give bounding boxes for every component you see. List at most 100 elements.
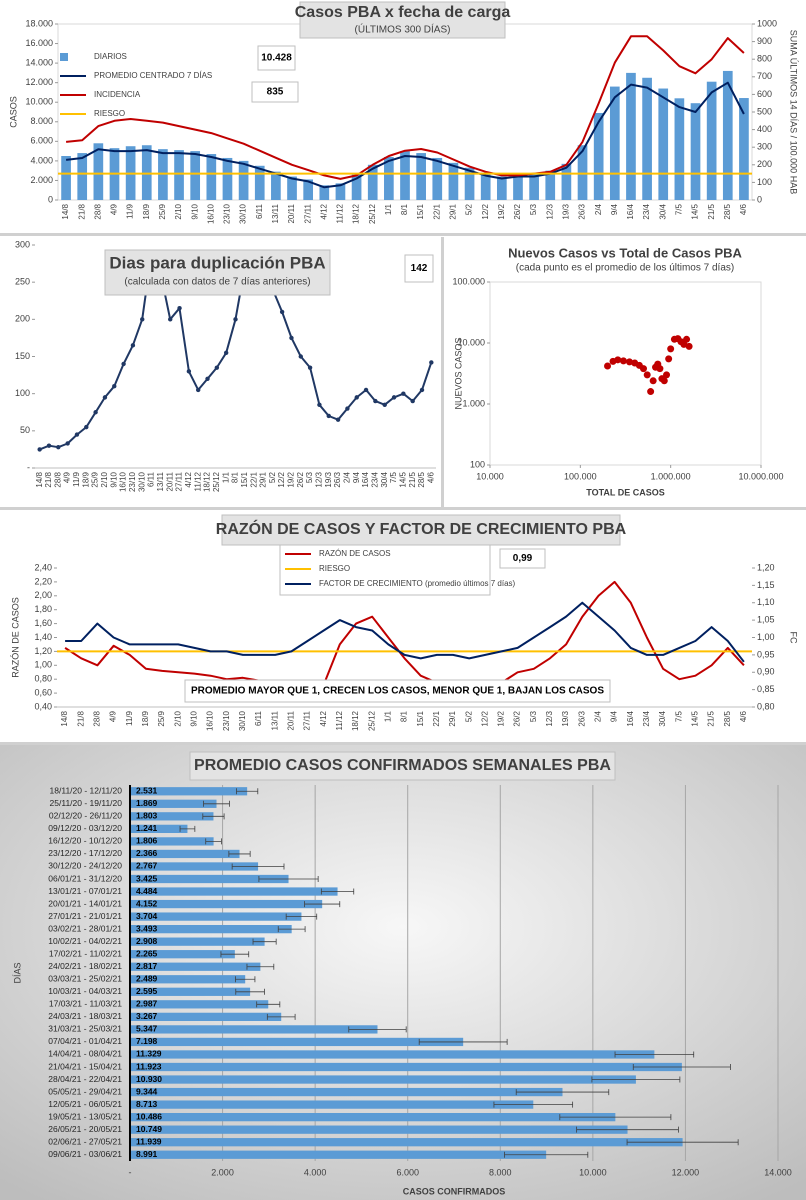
bar [496,176,507,200]
bar [545,170,556,200]
x-tick-label: 29/1 [448,710,457,726]
bar [706,81,717,200]
point [639,365,647,373]
bar [739,98,749,200]
y-tick-label: 0,60 [34,687,52,697]
value-label: 2.265 [136,948,158,958]
x-tick-label: 18/12 [203,471,212,492]
error-bar [228,850,251,857]
bar [130,849,240,859]
x-tick-label: 22/1 [432,203,441,219]
bar [130,924,292,934]
value-label: 10.486 [136,1111,162,1121]
point [168,317,173,322]
annotation-box [257,45,296,71]
y-tick-label: 200 [757,159,772,169]
x-tick-label: 1/1 [221,471,230,483]
value-label: 9.344 [136,1086,158,1096]
x-tick-label: 10.000 [579,1167,607,1177]
y-tick-label: 0,90 [757,667,775,677]
point [46,443,52,448]
annotation-box [404,254,434,283]
x-tick-label: 26/3 [578,203,587,219]
x-tick-label: 14/8 [60,710,69,726]
x-tick-label: 22/1 [432,710,441,726]
point [233,317,238,322]
title-box [104,249,331,296]
x-tick-label: 10.000 [476,471,504,481]
series-line [64,580,745,695]
x-tick-label: 27/11 [303,203,312,223]
y-tick-label: 1,80 [34,604,52,614]
bar [130,912,302,921]
error-bar [304,901,341,908]
value-label: 10.749 [136,1124,162,1134]
x-tick-label: 20/11 [287,203,296,223]
error-bar [246,963,275,970]
point [56,444,61,450]
x-tick-label: 16/10 [206,203,215,224]
error-bar [504,1151,589,1158]
bar [480,172,491,200]
annotation-box [499,548,546,569]
x-tick-label: 11/12 [193,471,202,491]
x-tick-label: 12.000 [672,1167,700,1177]
x-tick-label: 2/10 [174,203,183,219]
annotation-box [251,81,299,103]
x-tick-label: 6.000 [396,1167,419,1177]
value-label: 1.869 [136,798,158,808]
value-label: 8.713 [136,1099,158,1109]
point [363,387,369,393]
error-bar [626,1139,739,1146]
x-tick-label: 19/2 [287,471,296,487]
bar [174,150,184,200]
value-label: 1.241 [136,823,158,833]
x-tick-label: 4/9 [63,471,72,483]
y-axis-label: DÍAS [12,962,22,983]
bar [609,86,620,200]
error-bar [632,1064,731,1070]
x-tick-label: 2/10 [173,710,182,726]
x-tick-label: 6/11 [147,471,156,487]
bar [130,975,246,984]
value-label: 1.806 [136,836,158,846]
legend-label: DIARIOS [94,52,127,61]
y-tick-label: 07/04/21 - 01/04/21 [48,1036,122,1046]
x-tick-label: 28/8 [93,203,102,219]
legend-label: RIESGO [94,109,125,118]
point [614,356,622,364]
legend-label: PROMEDIO CENTRADO 7 DÍAS [94,71,212,80]
y-tick-label: 100.000 [452,276,485,286]
x-tick-label: 14/5 [691,203,700,219]
y-tick-label: 03/02/21 - 28/01/21 [48,923,122,933]
y-tick-label: 1,60 [34,618,52,628]
y-tick-label: 20/01/21 - 14/01/21 [48,898,122,908]
y-tick-label: 1,10 [757,597,775,607]
bar [130,962,261,971]
x-tick-label: 19/3 [561,710,570,726]
x-tick-label: 9/10 [190,203,199,219]
bar [432,157,443,200]
value-label: 5.347 [136,1024,158,1034]
x-tick-label: 4/6 [739,203,748,215]
bar [130,1025,378,1034]
y2-axis-label: SUMA ÚLTIMOS 14 DÍAS / 100.000 HAB [789,30,799,194]
y-tick-label: 02/12/20 - 26/11/20 [49,811,122,821]
x-tick-label: 20/11 [286,710,295,730]
bar [130,812,214,821]
point [429,360,434,365]
value-label: 2.908 [136,936,158,946]
y-tick-label: 0,95 [757,649,775,659]
x-tick-label: 23/4 [370,471,379,487]
x-tick-label: 13/11 [156,471,165,491]
panel-divider [441,237,444,509]
bar [513,173,523,200]
error-bar [348,1026,407,1033]
value-label: 3.267 [136,1011,158,1021]
bar [130,1000,269,1009]
error-bar [285,913,318,920]
y-tick-label: 1,05 [757,615,775,625]
y-tick-label: 06/01/21 - 31/12/20 [48,873,122,883]
title-box [299,1,506,39]
x-tick-label: 9/10 [109,471,118,487]
